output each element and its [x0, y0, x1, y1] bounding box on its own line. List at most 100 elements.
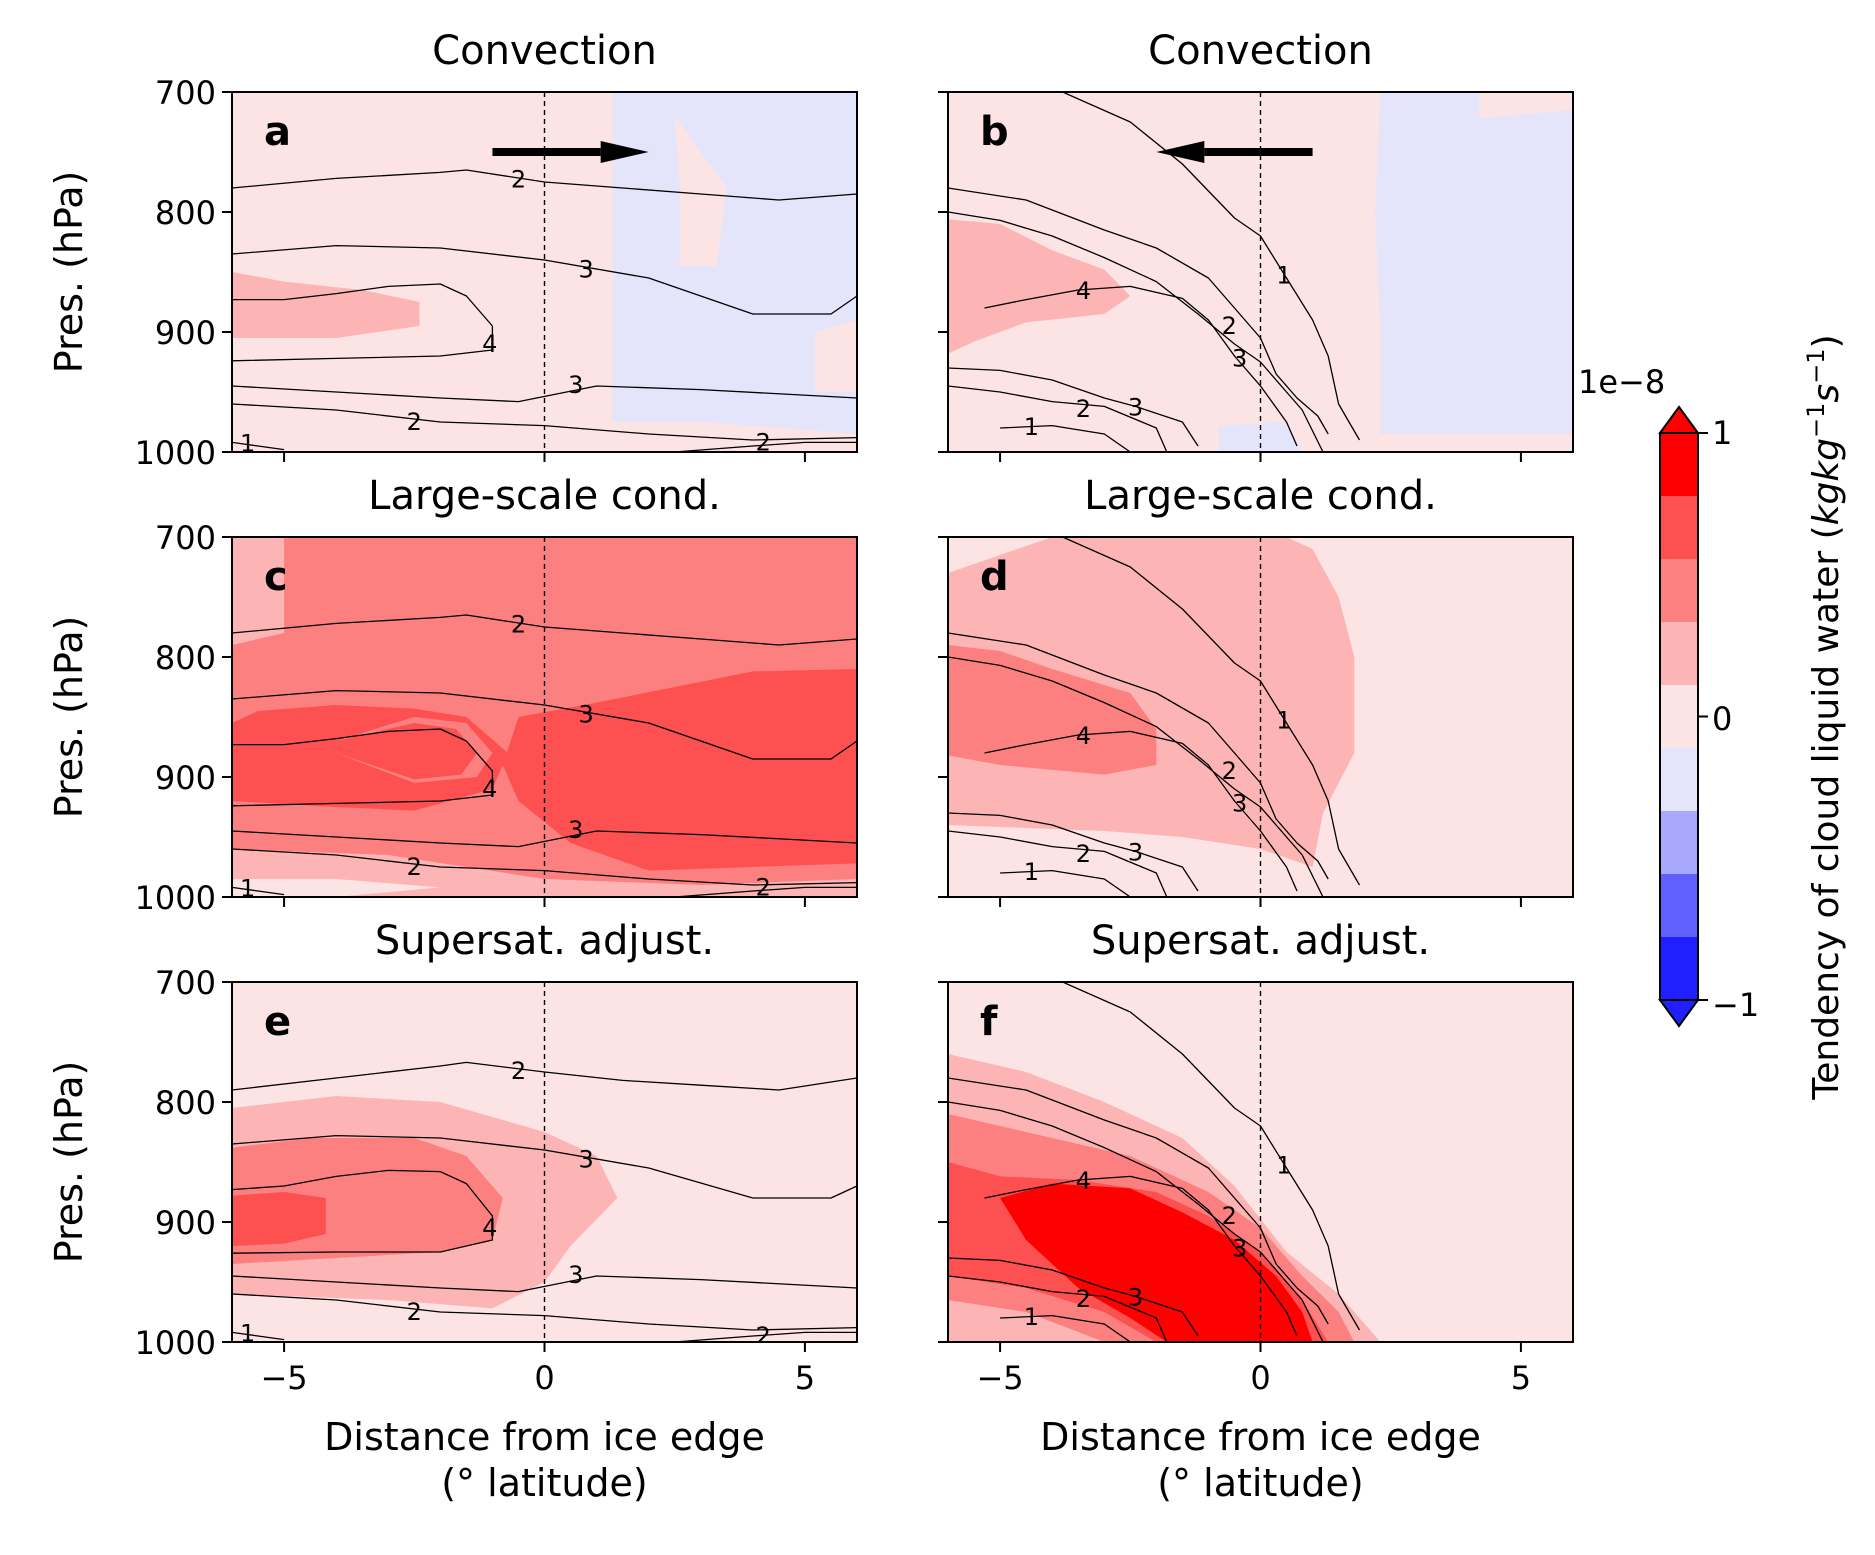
- y-axis-label: Pres. (hPa): [47, 171, 91, 374]
- contour-line: [948, 632, 1329, 880]
- y-tick-label: 900: [155, 314, 216, 352]
- panel-a: 2 3 4 3 2 1 2 a Convection 700 800 900 1000 Pres. (hP…: [47, 28, 858, 472]
- colorbar-segment-neg2: [1660, 874, 1698, 938]
- contour-label: 3: [568, 816, 583, 844]
- contour-line: [232, 1061, 857, 1091]
- contour-line: [232, 244, 857, 315]
- colorbar-segment-neg3: [1660, 937, 1698, 1001]
- colorbar-label-close: ): [1806, 334, 1847, 348]
- contour-label: 2: [1222, 1202, 1237, 1230]
- colorbar-tick-label-max: 1: [1712, 414, 1732, 452]
- contour-line: [948, 656, 1324, 897]
- contour-label: 3: [1128, 1284, 1143, 1312]
- panel-b: 1 2 3 4 3 2 1 b Convection: [938, 28, 1574, 462]
- contour-label: 4: [482, 330, 497, 358]
- contour-label: 3: [1232, 1234, 1247, 1262]
- fill-region-neg0: [1375, 92, 1573, 452]
- contour-line: [1062, 92, 1361, 441]
- contour-label: 2: [511, 611, 526, 639]
- panel-letter: a: [264, 109, 291, 155]
- x-tick-label: 0: [534, 1359, 554, 1397]
- contour-line: [948, 1257, 1199, 1337]
- colorbar-tick-label-zero: 0: [1712, 700, 1732, 738]
- panel-letter: d: [980, 554, 1009, 600]
- colorbar-extend-min: [1658, 999, 1700, 1028]
- fill-region-pos0: [815, 320, 857, 392]
- panel-title: Convection: [1148, 28, 1373, 74]
- x-axis-label: (° latitude): [441, 1461, 648, 1505]
- panel-title: Supersat. adjust.: [375, 918, 714, 964]
- contour-line: [232, 441, 285, 451]
- contour-label: 4: [1076, 722, 1091, 750]
- colorbar-segment-pos4: [1660, 433, 1698, 497]
- panel-letter: c: [264, 554, 288, 600]
- contour-label: 1: [1024, 858, 1039, 886]
- colorbar: 1e−8 1 0 −1 Tendency of cloud liquid wat…: [1578, 334, 1847, 1100]
- contour-line: [1062, 982, 1361, 1331]
- contour-line: [232, 1293, 857, 1331]
- contour-label: 3: [579, 701, 594, 729]
- fill-region-pos1: [232, 272, 420, 338]
- contour-label: 3: [579, 1146, 594, 1174]
- contour-line: [948, 1275, 1168, 1342]
- x-tick-label: 5: [1511, 1359, 1531, 1397]
- colorbar-segment-pos1: [1660, 622, 1698, 686]
- y-tick-label: 1000: [135, 1324, 216, 1362]
- colorbar-segment-pos3: [1660, 496, 1698, 560]
- contour-line: [984, 285, 1298, 447]
- fill-region-pos1: [948, 537, 1355, 867]
- contour-label: 4: [1076, 1167, 1091, 1195]
- contour-label: 3: [568, 1261, 583, 1289]
- contour-label: 2: [1076, 1285, 1091, 1313]
- x-axis-label: (° latitude): [1157, 1461, 1364, 1505]
- y-axis-label: Pres. (hPa): [47, 1061, 91, 1264]
- fill-region-neg0: [612, 92, 857, 452]
- contour-label: 2: [1222, 312, 1237, 340]
- y-tick-label: 900: [155, 1204, 216, 1242]
- contour-line: [232, 1331, 285, 1341]
- contour-label: 4: [1076, 277, 1091, 305]
- colorbar-label-exp1: −1: [1802, 403, 1830, 438]
- contour-line: [232, 283, 494, 362]
- fill-region-pos0: [232, 879, 441, 897]
- contour-line: [232, 830, 857, 848]
- contour-label: 2: [511, 166, 526, 194]
- contour-label: 2: [1076, 840, 1091, 868]
- contour-label: 1: [240, 430, 255, 458]
- contour-line: [232, 1134, 857, 1199]
- fill-region-pos4: [1000, 1183, 1313, 1342]
- y-tick-label: 700: [155, 519, 216, 557]
- plot-area: 2 3 4 3 2 1 2: [232, 982, 857, 1342]
- fill-region-pos1: [948, 219, 1131, 354]
- contour-label: 3: [579, 256, 594, 284]
- x-tick-label: −5: [260, 1359, 307, 1397]
- y-tick-label: 700: [155, 74, 216, 112]
- contour-line: [232, 614, 857, 646]
- contour-line: [948, 367, 1199, 447]
- contour-label: 2: [756, 873, 771, 901]
- contour-line: [232, 169, 857, 201]
- x-tick-label: 5: [795, 1359, 815, 1397]
- y-axis-label: Pres. (hPa): [47, 616, 91, 819]
- contour-label: 1: [1024, 1303, 1039, 1331]
- fill-region-pos0: [674, 116, 727, 266]
- contour-label: 2: [407, 1298, 422, 1326]
- panel-title: Supersat. adjust.: [1091, 918, 1430, 964]
- contour-line: [1000, 869, 1131, 897]
- panel-e: 2 3 4 3 2 1 2 e Supersat. adjust. 700 800 900 1000 −5…: [47, 918, 858, 1505]
- colorbar-levels: [1658, 405, 1708, 1028]
- y-tick-label: 1000: [135, 879, 216, 917]
- contour-line: [948, 812, 1199, 892]
- y-tick-label: 800: [155, 1084, 216, 1122]
- x-axis-label: Distance from ice edge: [324, 1415, 765, 1459]
- contour-line: [674, 441, 857, 452]
- colorbar-extend-max: [1658, 405, 1700, 434]
- contour-label: 3: [1232, 789, 1247, 817]
- plot-area: 2 3 4 3 2 1 2: [232, 92, 857, 458]
- y-tick-label: 800: [155, 639, 216, 677]
- contour-label: 1: [1276, 707, 1291, 735]
- panel-letter: b: [980, 109, 1009, 155]
- panel-c: 2 3 4 3 2 1 2 c Large-scale cond. 700 800 900 1000 Pr…: [47, 473, 858, 917]
- colorbar-label: Tendency of cloud liquid water (kgkg−1s−…: [1802, 334, 1847, 1100]
